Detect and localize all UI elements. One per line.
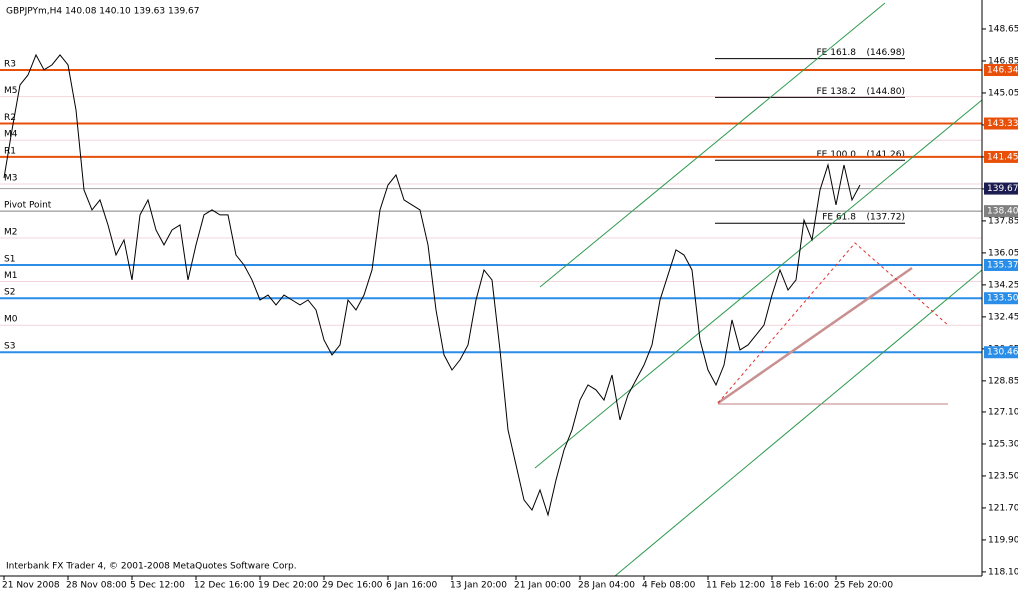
x-tick-label: 4 Feb 08:00 — [642, 581, 696, 591]
y-tick-label: 145.05 — [988, 88, 1018, 98]
pivot-tag-label: 141.45 — [987, 152, 1018, 162]
pivot-tag — [984, 117, 1018, 130]
last-price-tag-label: 139.67 — [987, 184, 1018, 194]
fibo-name: FE 161.8 — [817, 48, 857, 58]
channel-middle — [534, 99, 983, 469]
y-tick-label: 136.05 — [988, 248, 1018, 258]
x-tick-label: 29 Dec 16:00 — [322, 581, 383, 591]
x-tick-label: 25 Feb 20:00 — [834, 581, 893, 591]
pivot-label: S1 — [4, 254, 15, 264]
mid-level-label: M0 — [4, 315, 18, 325]
y-tick-label: 127.10 — [988, 407, 1018, 417]
y-tick-label: 132.45 — [988, 312, 1018, 322]
pivot-tag — [984, 64, 1018, 77]
pivot-label: S3 — [4, 342, 15, 352]
pivot-tag — [984, 292, 1018, 305]
pivot-tag-label: 133.50 — [987, 294, 1018, 304]
y-tick-label: 121.70 — [988, 503, 1018, 513]
pivot-label: R2 — [4, 113, 16, 123]
x-tick-label: 6 Jan 16:00 — [386, 581, 438, 591]
last-price-tag — [984, 182, 1018, 195]
x-tick-label: 28 Nov 08:00 — [66, 581, 127, 591]
pivot-label: S2 — [4, 288, 15, 298]
pivot-tag-label: 135.37 — [987, 260, 1018, 270]
chart-title: GBPJPYm,H4 140.08 140.10 139.63 139.67 — [6, 7, 200, 17]
pivot-label: R3 — [4, 60, 16, 70]
x-tick-label: 19 Dec 20:00 — [258, 581, 319, 591]
x-tick-label: 21 Nov 2008 — [2, 581, 60, 591]
y-tick-label: 118.10 — [988, 567, 1018, 577]
y-tick-label: 137.85 — [988, 216, 1018, 226]
mid-level-label: M5 — [4, 86, 18, 96]
x-tick-label: 5 Dec 12:00 — [130, 581, 185, 591]
fibo-value: (141.26) — [866, 150, 905, 160]
pivot-tag — [984, 150, 1018, 163]
y-tick-label: 125.30 — [988, 439, 1018, 449]
y-tick-label: 119.90 — [988, 535, 1018, 545]
mid-level-label: M1 — [4, 271, 18, 281]
plot — [3, 53, 861, 517]
x-tick-label: 11 Feb 12:00 — [706, 581, 765, 591]
y-tick-label: 146.85 — [988, 56, 1018, 66]
pivot-tag-label: 138.40 — [987, 207, 1018, 217]
x-tick-label: 13 Jan 20:00 — [450, 581, 507, 591]
drawings — [534, 2, 983, 577]
x-tick-label: 18 Feb 16:00 — [770, 581, 829, 591]
trend-line — [717, 266, 913, 405]
channel-lower — [614, 269, 983, 577]
channel-upper — [539, 2, 886, 288]
y-tick-label: 148.65 — [988, 24, 1018, 34]
mid-level-label: M3 — [4, 173, 18, 183]
pivot-label: Pivot Point — [4, 201, 52, 211]
triangle — [717, 242, 949, 404]
x-tick-label: 28 Jan 04:00 — [578, 581, 635, 591]
fibo-value: (146.98) — [866, 48, 905, 58]
pivot-tag — [984, 205, 1018, 218]
pivot-tag — [984, 346, 1018, 359]
price-line — [3, 53, 861, 517]
fibo-value: (144.80) — [866, 87, 905, 97]
fibo-name: FE 100.0 — [817, 150, 857, 160]
pivot-tag-label: 130.46 — [987, 348, 1018, 358]
x-tick-label: 12 Dec 16:00 — [194, 581, 255, 591]
y-tick-label: 128.85 — [988, 376, 1018, 386]
pivot-tag — [984, 258, 1018, 271]
fibo-value: (137.72) — [866, 213, 905, 223]
mid-level-label: M2 — [4, 227, 18, 237]
pivot-tag-label: 143.33 — [987, 119, 1018, 129]
x-tick-label: 21 Jan 00:00 — [514, 581, 571, 591]
y-tick-label: 123.50 — [988, 471, 1018, 481]
pivot-label: R1 — [4, 146, 16, 156]
pivot-tag-label: 146.34 — [987, 66, 1018, 76]
y-tick-label: 134.25 — [988, 280, 1018, 290]
footer: Interbank FX Trader 4, © 2001-2008 MetaQ… — [6, 562, 297, 572]
fibo-name: FE 138.2 — [817, 87, 857, 97]
